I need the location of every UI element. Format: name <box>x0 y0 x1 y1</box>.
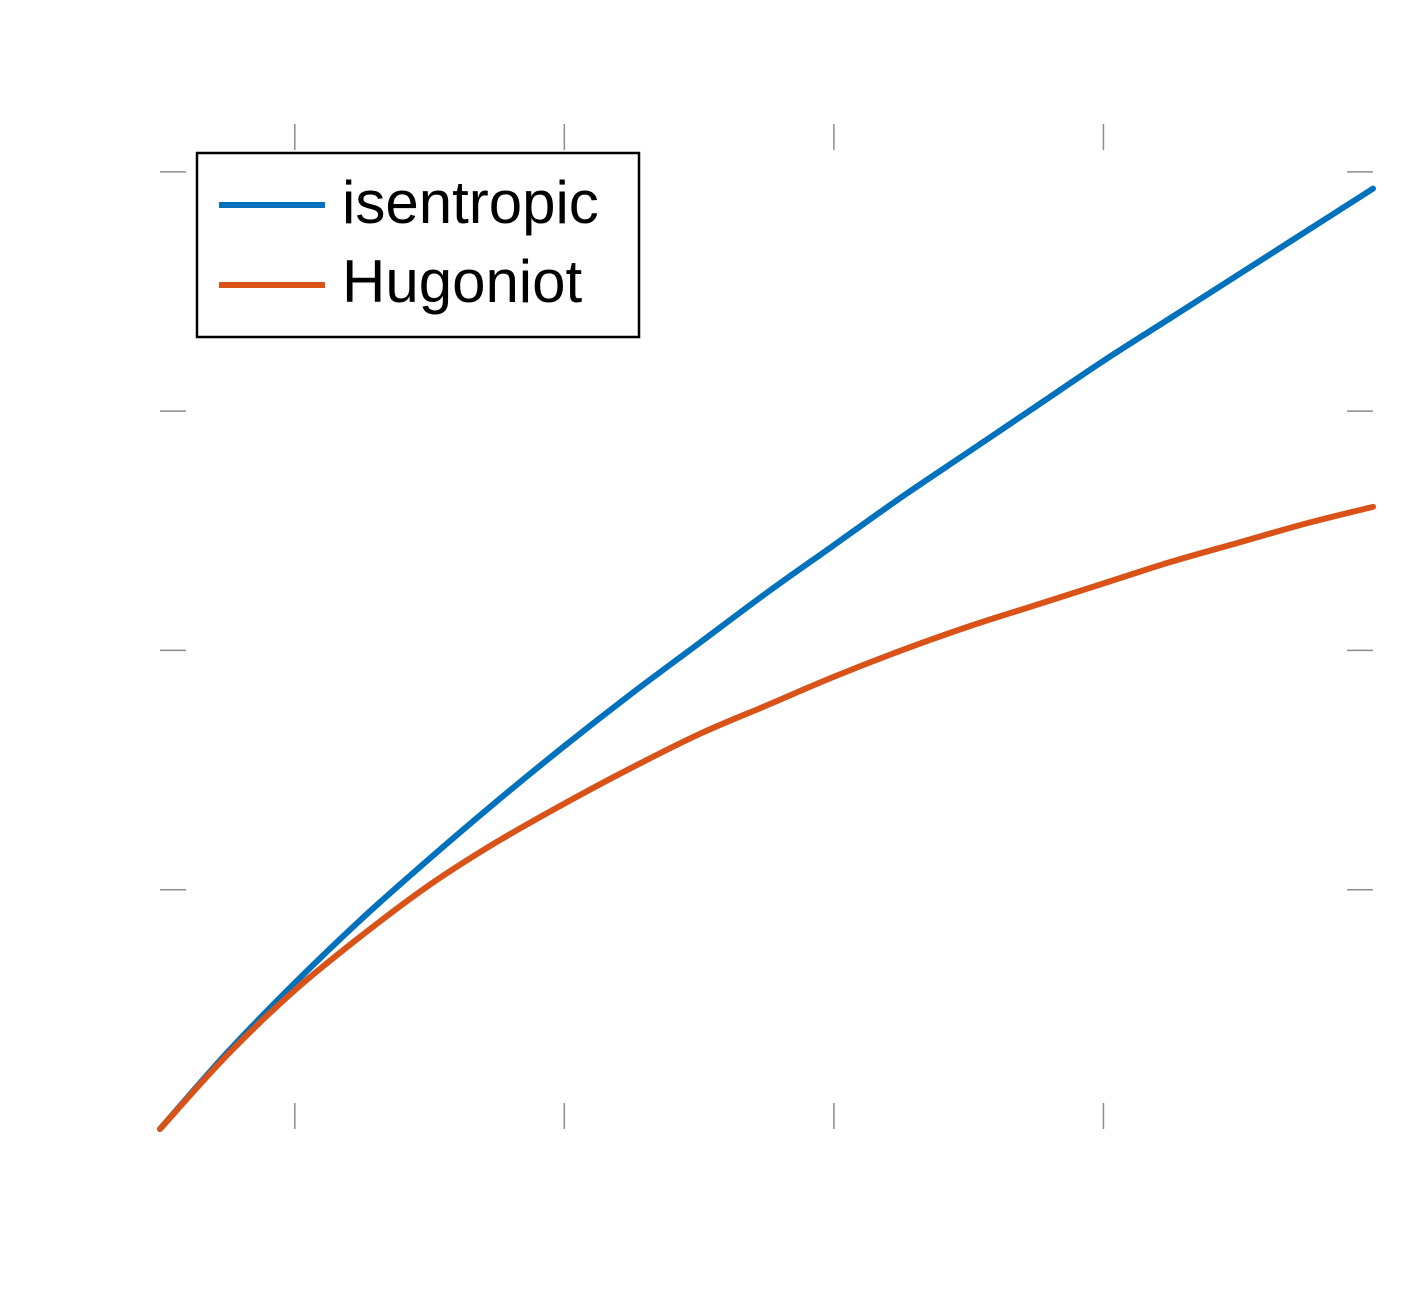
series-line-isentropic <box>157 185 1376 1132</box>
legend-box <box>195 151 641 339</box>
series-line-hugoniot <box>157 503 1376 1132</box>
series-lines <box>157 185 1376 1132</box>
legend-label-isentropic: isentropic <box>342 169 599 236</box>
legend-label-hugoniot: Hugoniot <box>342 248 583 315</box>
legend: isentropic Hugoniot <box>195 151 641 339</box>
axis-ticks <box>160 124 1373 1129</box>
